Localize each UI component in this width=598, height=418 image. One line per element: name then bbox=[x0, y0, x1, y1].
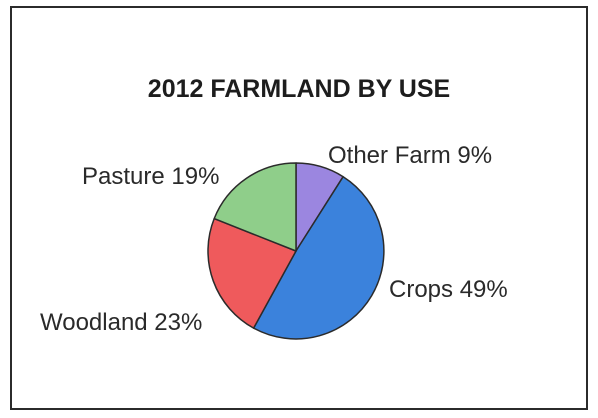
label-pasture: Pasture 19% bbox=[82, 163, 219, 190]
label-crops: Crops 49% bbox=[389, 276, 508, 303]
label-woodland: Woodland 23% bbox=[40, 309, 202, 336]
chart-title: 2012 FARMLAND BY USE bbox=[148, 75, 450, 103]
label-other-farm: Other Farm 9% bbox=[328, 142, 492, 169]
pie-slices bbox=[207, 162, 385, 340]
pie-slice-pasture bbox=[213, 162, 297, 252]
pie-slice-woodland bbox=[207, 217, 297, 329]
pie-slice-crops bbox=[252, 175, 385, 340]
